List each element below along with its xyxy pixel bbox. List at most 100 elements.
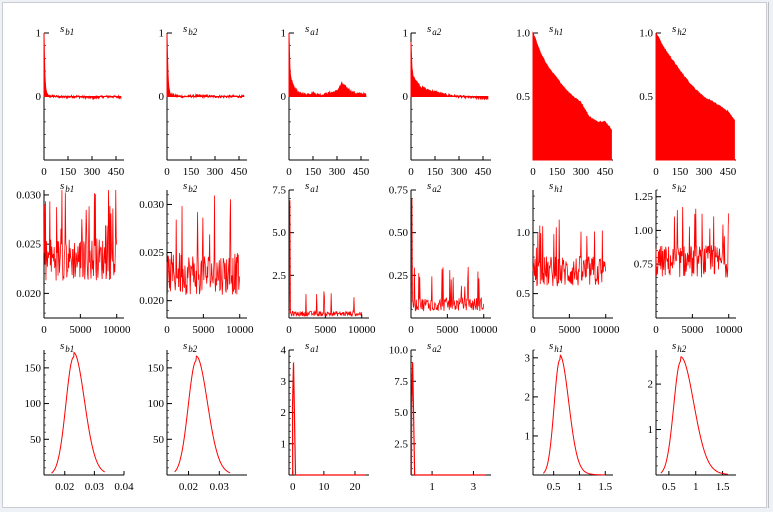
chart-panel-r1-3: 0 1 0 150 300 450 sa1 [281,23,370,178]
panel-title-subscript: h1 [554,184,563,194]
x-tick-label: 0 [286,166,292,178]
x-tick-label: 0 [290,481,296,493]
x-tick-label: 0 [653,166,659,178]
trace-line [43,189,118,281]
panel-title: sa1 [305,180,319,194]
x-tick-label: 0.03 [210,481,230,493]
panel-title-base: s [305,180,309,192]
chart-panel-r1-1: 0 1 0 150 300 450 sb1 [36,23,125,178]
panel-title: sh2 [672,23,687,37]
density-curve [542,354,606,476]
acf-area [532,31,612,161]
panel-title-base: s [183,23,187,35]
y-tick-label: 5.0 [272,227,286,239]
y-tick-label: 0.020 [16,288,41,300]
x-tick-label: 150 [427,166,444,178]
x-tick-label: 0 [164,324,170,336]
chart-panel-r2-1: 0.020 0.025 0.030 0 5000 10000 sb1 [16,180,131,336]
chart-panel-r3-1: 50 100 150 0.02 0.03 0.04 sb1 [25,340,135,493]
panel-title: sh2 [672,340,687,354]
trace-line [410,198,485,312]
panel-title: sa1 [305,23,319,37]
chart-panel-r2-2: 0.020 0.025 0.030 0 5000 10000 sb2 [139,180,254,336]
panel-title: sa2 [427,340,442,354]
y-tick-label: 0.5 [516,91,530,103]
panel-title-subscript: h2 [677,184,687,194]
x-tick-label: 5000 [681,324,704,336]
chart-panel-r2-5: 0.5 1.0 0 5000 10000 sh1 [516,180,620,336]
panel-title-base: s [427,180,431,192]
panel-title-subscript: b2 [188,344,198,354]
panel-title: sa2 [427,180,442,194]
y-tick-label: 0.5 [639,91,653,103]
x-tick-label: 0.5 [547,481,561,493]
panel-title-subscript: h2 [677,344,687,354]
panel-title-base: s [305,23,309,35]
y-tick-label: 7.5 [272,185,286,197]
y-tick-label: 2 [648,379,654,391]
panel-title: sa2 [427,23,442,37]
y-tick-label: 0.030 [16,189,41,201]
y-tick-label: 7.5 [394,376,408,388]
chart-panel-r1-4: 0 1 0 150 300 450 sa2 [403,23,492,178]
y-tick-label: 100 [148,398,165,410]
y-tick-label: 3 [281,376,287,388]
y-tick-label: 5.0 [394,407,408,419]
panel-title: sh2 [672,180,687,194]
x-tick-label: 450 [353,166,370,178]
y-tick-label: 1 [159,28,165,40]
y-tick-label: 1 [281,28,287,40]
x-tick-label: 0.04 [114,481,134,493]
x-tick-label: 3 [471,481,477,493]
x-tick-label: 0 [408,324,414,336]
acf-area [288,32,367,98]
panel-title: sh1 [549,340,563,354]
acf-area [43,32,122,101]
x-tick-label: 300 [207,166,224,178]
panel-title-subscript: b1 [65,184,74,194]
y-tick-label: 0 [36,91,42,103]
density-curve [51,351,106,474]
chart-panel-r2-6: 0.75 1.00 1.25 0 5000 10000 sh2 [634,180,743,336]
y-tick-label: 0.025 [16,239,41,251]
panel-title-subscript: a1 [310,27,319,37]
x-tick-label: 0.5 [662,481,676,493]
y-tick-label: 150 [25,362,42,374]
x-tick-label: 0.03 [85,481,105,493]
y-tick-label: 1.0 [516,28,530,40]
y-tick-label: 3 [525,352,531,364]
y-tick-label: 0.50 [389,227,409,239]
panel-title-base: s [60,23,64,35]
y-tick-label: 10.0 [389,345,409,357]
x-tick-label: 450 [231,166,248,178]
x-tick-label: 150 [672,166,689,178]
y-tick-label: 50 [30,434,42,446]
x-tick-label: 5000 [558,324,581,336]
x-tick-label: 150 [60,166,77,178]
y-tick-label: 4 [281,345,287,357]
chart-panel-r3-2: 50 100 150 0.02 0.03 sb2 [148,340,247,493]
panel-title-subscript: b2 [188,27,198,37]
chart-panel-r1-5: 0.5 1.0 0 150 300 450 sh1 [516,23,614,178]
chart-panel-r1-2: 0 1 0 150 300 450 sb2 [159,23,248,178]
y-tick-label: 1 [648,424,654,436]
y-tick-label: 0.25 [389,270,409,282]
y-tick-label: 150 [148,362,165,374]
x-tick-label: 10 [318,481,330,493]
density-curve [410,362,486,476]
y-tick-label: 1 [525,430,531,442]
x-tick-label: 0 [408,166,414,178]
chart-panel-r3-6: 1 2 0.5 1 1.5 sh2 [648,340,736,493]
x-tick-label: 10000 [470,324,498,336]
y-tick-label: 100 [25,398,42,410]
panel-title: sb1 [60,340,74,354]
panel-title: sb2 [183,340,198,354]
chart-panel-r3-3: 1 2 3 4 0 10 20 sa1 [281,340,369,493]
x-tick-label: 5000 [69,324,92,336]
y-tick-label: 1.25 [634,191,654,203]
x-tick-label: 0 [653,324,659,336]
panel-title: sb2 [183,23,198,37]
panel-title-base: s [60,340,64,352]
x-tick-label: 1 [693,481,699,493]
